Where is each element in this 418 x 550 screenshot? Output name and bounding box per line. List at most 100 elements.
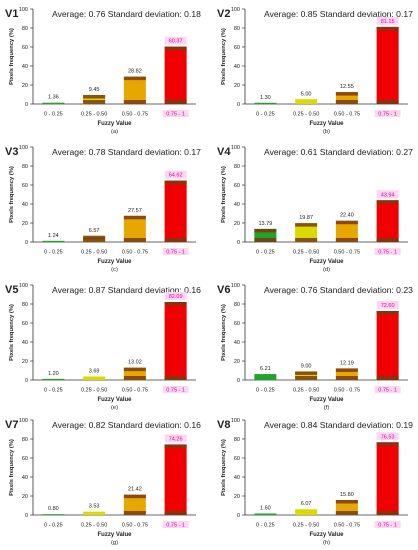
panel-caption: (f) xyxy=(324,405,330,411)
bar-bottom-shade xyxy=(376,238,399,242)
x-axis-label: Fuzzy Value xyxy=(309,397,344,403)
bar xyxy=(42,514,65,515)
y-tick-label: 100 xyxy=(231,145,240,151)
bar-value-label: 13.02 xyxy=(128,360,142,366)
x-tick-label: 0.50 - 0.75 xyxy=(122,112,148,118)
bar-top-shade xyxy=(295,371,318,375)
value-label-highlight xyxy=(376,16,399,25)
y-tick-label: 40 xyxy=(234,202,240,208)
panel-id: V7 xyxy=(5,419,18,431)
category-label-highlight xyxy=(374,248,401,255)
chart-panel-v8: V8 Average: 0.84 Standard deviation: 0.19… xyxy=(217,418,413,546)
bar-value-label: 1.24 xyxy=(48,233,59,239)
category-label-highlight xyxy=(162,386,189,393)
bar-top-shade xyxy=(164,180,187,185)
x-tick-label: 0.50 - 0.75 xyxy=(334,250,360,256)
chart-panel-v6: V6 Average: 0.76 Standard deviation: 0.23… xyxy=(217,283,413,411)
bar xyxy=(335,368,358,380)
chart-panel-v4: V4 Average: 0.61 Standard deviation: 0.27… xyxy=(217,145,413,273)
y-axis-label: Pixels frequency (%) xyxy=(221,166,227,223)
bar-top-shade xyxy=(335,92,358,96)
bar-value-label: 3.69 xyxy=(89,368,100,374)
bar-bottom-shade xyxy=(254,238,277,242)
y-tick-label: 0 xyxy=(25,240,28,246)
bar-bottom-shade xyxy=(164,376,187,380)
bar-top-shade xyxy=(376,442,399,446)
bar xyxy=(42,102,65,104)
bar xyxy=(164,302,187,380)
y-axis-label: Pixels frequency (%) xyxy=(9,28,15,85)
bar xyxy=(164,46,187,104)
bar xyxy=(295,371,318,380)
bar xyxy=(335,220,358,242)
chart-panel-v3: V3 Average: 0.78 Standard deviation: 0.17… xyxy=(5,145,201,273)
bar-value-label: 1.60 xyxy=(260,505,271,511)
x-axis-label: Fuzzy Value xyxy=(97,532,132,538)
chart-panel-v1: V1 Average: 0.76 Standard deviation: 0.18… xyxy=(5,7,201,135)
y-tick-label: 100 xyxy=(19,418,28,424)
y-tick-label: 100 xyxy=(231,7,240,13)
y-axis-label: Pixels frequency (%) xyxy=(9,439,15,496)
category-label-highlight xyxy=(162,248,189,255)
bar-value-label: 81.15 xyxy=(381,19,395,25)
category-label-highlight xyxy=(374,110,401,117)
panel-title: Average: 0.87 Standard deviation: 0.16 xyxy=(52,285,201,295)
y-tick-label: 40 xyxy=(22,202,28,208)
category-label-highlight xyxy=(162,110,189,117)
bar-bottom-shade xyxy=(335,376,358,380)
y-axis-label: Pixels frequency (%) xyxy=(9,304,15,361)
x-tick-label: 0.75 - 1 xyxy=(166,388,185,394)
y-axis-label: Pixels frequency (%) xyxy=(221,28,227,85)
chart-panel-v7: V7 Average: 0.82 Standard deviation: 0.16… xyxy=(5,418,201,546)
panel-title: Average: 0.78 Standard deviation: 0.17 xyxy=(52,147,201,157)
x-axis-label: Fuzzy Value xyxy=(97,121,132,127)
bar-value-label: 12.55 xyxy=(340,84,354,90)
panel-id: V6 xyxy=(217,284,230,296)
bar-bottom-shade xyxy=(123,511,146,515)
bar-value-label: 82.09 xyxy=(169,294,183,300)
y-tick-label: 80 xyxy=(22,164,28,170)
bar-top-shade xyxy=(376,26,399,31)
bar-bottom-shade xyxy=(335,100,358,104)
bar-value-label: 27.57 xyxy=(128,208,142,214)
x-axis-label: Fuzzy Value xyxy=(309,121,344,127)
y-tick-label: 80 xyxy=(234,437,240,443)
y-tick-label: 100 xyxy=(19,283,28,289)
bar-bottom-shade xyxy=(123,238,146,242)
bar-top-shade xyxy=(123,494,146,499)
bar-top-shade xyxy=(83,235,106,240)
panel-caption: (c) xyxy=(111,267,118,273)
bar-bottom-shade xyxy=(335,511,358,515)
value-label-highlight xyxy=(376,190,399,199)
x-tick-label: 0 - 0.25 xyxy=(44,523,63,529)
bar-bottom-shade xyxy=(123,376,146,380)
y-tick-label: 40 xyxy=(234,340,240,346)
value-label-highlight xyxy=(376,301,399,310)
y-tick-label: 20 xyxy=(234,494,240,500)
bar-top-shade xyxy=(164,46,187,51)
bar xyxy=(254,374,277,380)
bar-top-shade xyxy=(123,215,146,220)
bar xyxy=(376,200,399,242)
x-tick-label: 0.50 - 0.75 xyxy=(334,523,360,529)
y-tick-label: 40 xyxy=(234,64,240,70)
panel-id: V3 xyxy=(5,146,18,158)
x-tick-label: 0.75 - 1 xyxy=(166,112,185,118)
x-tick-label: 0.50 - 0.75 xyxy=(122,250,148,256)
x-tick-label: 0.25 - 0.50 xyxy=(81,388,107,394)
bar-value-label: 13.79 xyxy=(258,221,272,227)
bar-top-shade xyxy=(123,367,146,372)
category-label-highlight xyxy=(162,521,189,528)
bar-bottom-shade xyxy=(123,100,146,104)
panel-id: V1 xyxy=(5,8,18,20)
y-tick-label: 0 xyxy=(237,102,240,108)
x-tick-label: 0.75 - 1 xyxy=(378,250,397,256)
bar xyxy=(376,26,399,104)
x-tick-label: 0.75 - 1 xyxy=(166,523,185,529)
panel-title: Average: 0.85 Standard deviation: 0.17 xyxy=(264,9,413,19)
y-tick-label: 80 xyxy=(22,302,28,308)
x-tick-label: 0.25 - 0.50 xyxy=(81,250,107,256)
bar xyxy=(123,215,146,242)
panel-title: Average: 0.76 Standard deviation: 0.23 xyxy=(264,285,413,295)
